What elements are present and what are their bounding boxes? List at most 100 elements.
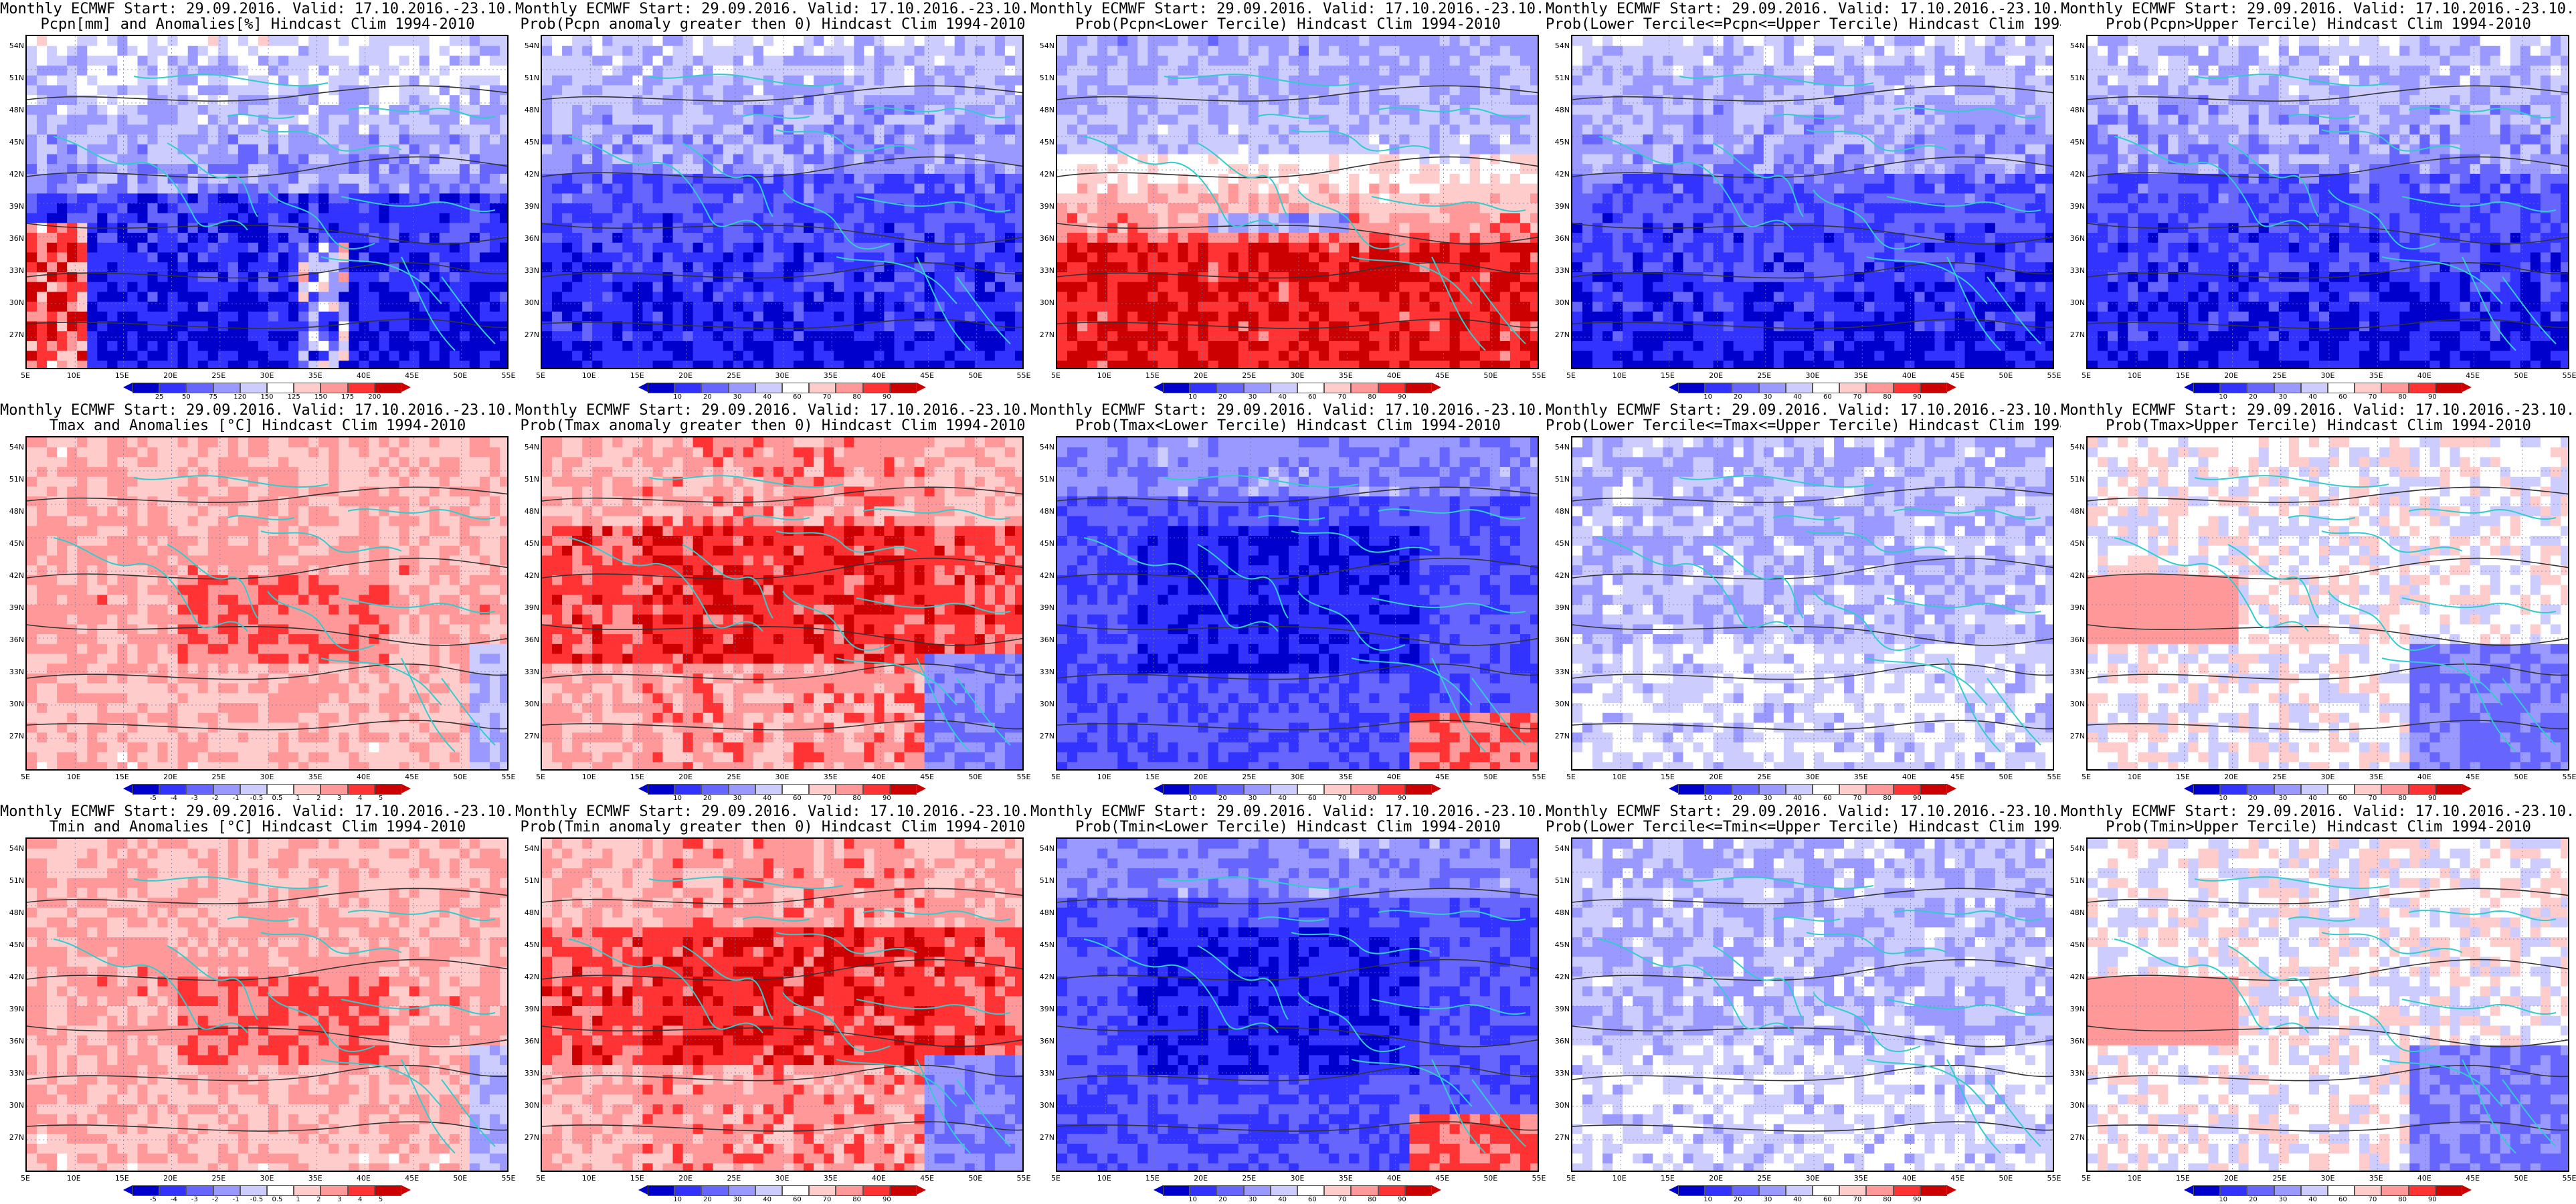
- field-cell: [1067, 292, 1078, 302]
- field-cell: [773, 311, 784, 322]
- field-cell: [773, 321, 784, 332]
- field-cell: [814, 193, 824, 204]
- field-cell: [1278, 272, 1289, 283]
- field-cell: [67, 104, 78, 116]
- field-cell: [682, 302, 694, 312]
- field-cell: [1228, 144, 1239, 155]
- field-cell: [57, 164, 68, 175]
- field-cell: [1228, 213, 1239, 224]
- field-cell: [1520, 183, 1531, 195]
- field-cell: [572, 134, 583, 145]
- field-cell: [1309, 144, 1319, 155]
- field-cell: [37, 66, 48, 76]
- field-cell: [1208, 233, 1219, 243]
- field-cell: [743, 361, 754, 368]
- field-cell: [429, 104, 440, 116]
- field-cell: [904, 213, 915, 224]
- field-cell: [449, 104, 460, 116]
- field-cell: [562, 340, 573, 352]
- field-cell: [479, 272, 490, 283]
- field-cell: [1520, 75, 1531, 86]
- field-cell: [349, 233, 360, 243]
- field-cell: [389, 45, 400, 57]
- field-cell: [1459, 85, 1471, 96]
- field-cell: [37, 164, 48, 175]
- field-cell: [1198, 164, 1209, 175]
- field-cell: [784, 233, 794, 243]
- field-cell: [469, 193, 480, 204]
- field-cell: [399, 223, 410, 233]
- field-cell: [1349, 262, 1360, 273]
- field-cell: [57, 36, 68, 47]
- field-cell: [753, 104, 764, 116]
- field-cell: [127, 340, 139, 352]
- field-cell: [1359, 95, 1370, 106]
- field-cell: [1339, 242, 1350, 254]
- field-cell: [1319, 223, 1329, 233]
- field-cell: [449, 321, 460, 332]
- field-cell: [479, 262, 490, 273]
- field-cell: [187, 66, 199, 76]
- field-cell: [389, 164, 400, 175]
- field-cell: [1409, 75, 1420, 86]
- field-cell: [1208, 36, 1219, 47]
- field-cell: [1389, 154, 1400, 165]
- field-cell: [1258, 292, 1269, 302]
- field-cell: [1530, 114, 1538, 126]
- field-cell: [167, 340, 179, 352]
- field-cell: [844, 311, 855, 322]
- field-cell: [1299, 134, 1309, 145]
- field-cell: [1289, 331, 1299, 342]
- field-cell: [954, 350, 965, 362]
- field-cell: [784, 223, 794, 233]
- field-cell: [542, 302, 553, 312]
- field-cell: [773, 292, 784, 302]
- field-cell: [1057, 233, 1068, 243]
- field-cell: [248, 242, 259, 254]
- field-cell: [47, 95, 58, 106]
- field-cell: [1238, 203, 1249, 214]
- field-cell: [57, 75, 68, 86]
- field-cell: [1198, 272, 1209, 283]
- field-cell: [409, 66, 420, 76]
- field-cell: [1369, 272, 1380, 283]
- field-cell: [1309, 321, 1319, 332]
- forecast-panel: Monthly ECMWF Start: 29.09.2016. Valid: …: [0, 0, 515, 401]
- field-cell: [612, 292, 624, 302]
- field-cell: [874, 340, 885, 352]
- field-cell: [167, 193, 179, 204]
- field-cell: [57, 321, 68, 332]
- field-cell: [1107, 66, 1118, 76]
- field-cell: [773, 164, 784, 175]
- field-cell: [974, 311, 986, 322]
- field-cell: [459, 85, 470, 96]
- field-cell: [964, 331, 976, 342]
- field-cell: [1198, 321, 1209, 332]
- field-cell: [954, 56, 965, 66]
- field-cell: [389, 56, 400, 66]
- field-cell: [278, 321, 289, 332]
- field-cell: [1015, 361, 1022, 368]
- field-cell: [824, 144, 834, 155]
- field-cell: [784, 95, 794, 106]
- field-cell: [117, 302, 128, 312]
- field-cell: [177, 56, 189, 66]
- field-cell: [1077, 282, 1088, 293]
- field-cell: [207, 242, 219, 254]
- field-cell: [1399, 340, 1410, 352]
- field-cell: [147, 45, 159, 57]
- field-cell: [592, 331, 603, 342]
- field-cell: [87, 114, 98, 126]
- field-cell: [97, 340, 108, 352]
- field-cell: [97, 36, 108, 47]
- field-cell: [1015, 272, 1022, 283]
- field-cell: [652, 114, 664, 126]
- field-cell: [1409, 164, 1420, 175]
- field-cell: [924, 56, 935, 66]
- field-cell: [582, 66, 593, 76]
- field-cell: [894, 173, 905, 185]
- field-cell: [409, 114, 420, 126]
- field-cell: [1238, 164, 1249, 175]
- field-cell: [1258, 350, 1269, 362]
- field-cell: [1319, 45, 1329, 57]
